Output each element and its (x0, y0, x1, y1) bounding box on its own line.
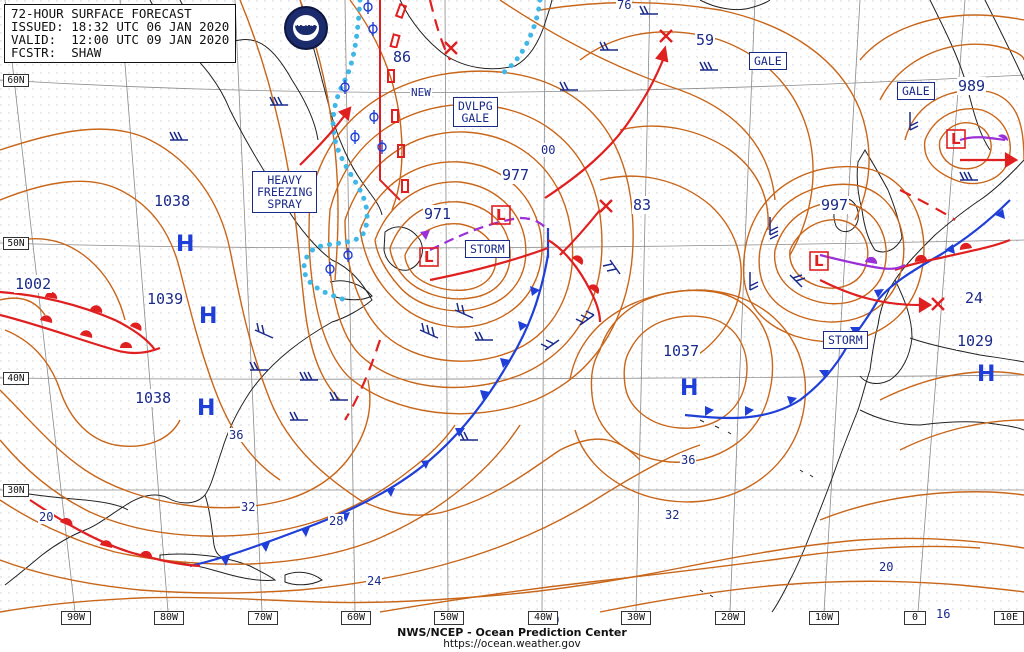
low-24-value: 24 (964, 289, 985, 307)
great-britain (856, 149, 903, 253)
troughs (344, 0, 956, 421)
iceland (699, 0, 771, 11)
high-1038-south-value: 1038 (134, 389, 173, 407)
high-1039-symbol: H (199, 304, 218, 329)
high-1029-value: 1029 (956, 332, 995, 350)
track-arrows (299, 45, 1019, 313)
footer-organization: NWS/NCEP - Ocean Prediction Center (397, 626, 627, 639)
africa-coast (859, 409, 1024, 431)
occluded-pips (420, 134, 1009, 264)
isobar-76: 76 (616, 0, 633, 12)
isobar-32-west: 32 (240, 500, 257, 514)
header-title: 72-HOUR SURFACE FORECAST (11, 6, 192, 21)
isobar-24-south: 24 (366, 574, 383, 588)
cape-verde (699, 589, 714, 598)
warm-front-bumps (40, 242, 972, 558)
lon-label-50w: 50W (434, 611, 464, 625)
developing-gale-box: DVLPG GALE (453, 97, 498, 127)
low-971-value: 971 (423, 205, 453, 223)
lon-label-20w: 20W (715, 611, 745, 625)
labrador-coast (299, 0, 383, 216)
lon-label-30w: 30W (621, 611, 651, 625)
isobar-36-west: 36 (228, 428, 245, 442)
isobar-00: 00 (540, 143, 557, 157)
isobars (0, 0, 1024, 613)
x-markers (444, 29, 945, 311)
lon-label-90w: 90W (61, 611, 91, 625)
isobar-28: 28 (328, 514, 345, 528)
isobar-36-east: 36 (680, 453, 697, 467)
fog-symbols (325, 0, 387, 276)
high-1037-symbol: H (680, 376, 699, 401)
lon-label-10e: 10E (994, 611, 1024, 625)
lon-label-0: 0 (904, 611, 926, 625)
noaa-bird-icon (295, 25, 317, 35)
greenland-coast (399, 0, 553, 70)
low-86-value: 86 (392, 48, 413, 66)
lon-label-40w: 40W (528, 611, 558, 625)
noaa-logo: NOAA (284, 6, 328, 50)
lat-label-50n: 50N (3, 237, 29, 250)
low-977-symbol: L (496, 206, 506, 224)
header-forecaster: FCSTR: SHAW (11, 45, 102, 60)
isobar-20-west: 20 (38, 510, 55, 524)
gale-box-north: GALE (749, 52, 787, 70)
high-1029-symbol: H (977, 362, 996, 387)
low-centers (419, 129, 966, 271)
iberia (859, 279, 913, 384)
lat-label-60n: 60N (3, 74, 29, 87)
lat-label-40n: 40N (3, 372, 29, 385)
cold-front-pips (221, 209, 1005, 566)
lon-label-60w: 60W (341, 611, 371, 625)
high-1038-south-symbol: H (197, 396, 216, 421)
isobar-16: 16 (935, 607, 952, 621)
hispaniola (284, 571, 323, 586)
low-83-value: 83 (632, 196, 653, 214)
azores (699, 419, 732, 435)
gale-box-northeast: GALE (897, 82, 935, 100)
storm-box-east: STORM (823, 331, 868, 349)
wind-barbs (169, 5, 978, 441)
footer-url[interactable]: https://ocean.weather.gov (443, 638, 581, 650)
high-1038-north-value: 1038 (153, 192, 192, 210)
heavy-freezing-spray-box: HEAVY FREEZING SPRAY (252, 171, 318, 213)
new-label: NEW (410, 86, 432, 99)
canaries (799, 469, 814, 478)
low-997-value: 997 (820, 196, 850, 214)
high-1038-north-symbol: H (176, 232, 195, 257)
high-1039-value: 1039 (146, 290, 185, 308)
low-59-value: 59 (695, 31, 716, 49)
occluded-fronts (429, 136, 1006, 270)
isobar-32-east: 32 (664, 508, 681, 522)
low-997-symbol: L (814, 252, 824, 270)
mediterranean (909, 337, 1024, 363)
isobar-20-east: 20 (878, 560, 895, 574)
low-989-symbol: L (951, 130, 961, 148)
forecast-header: 72-HOUR SURFACE FORECAST ISSUED: 18:32 UT… (4, 4, 237, 63)
europe-coast (771, 159, 1024, 613)
high-1037-value: 1037 (662, 342, 701, 360)
lon-label-70w: 70W (248, 611, 278, 625)
lat-label-30n: 30N (3, 484, 29, 497)
developing-front (379, 0, 409, 201)
header-valid: VALID: 12:00 UTC 09 JAN 2020 (11, 32, 230, 47)
low-989-value: 989 (957, 77, 987, 95)
low-971-symbol: L (424, 248, 434, 266)
center-1002-value: 1002 (14, 275, 53, 293)
lon-label-10w: 10W (809, 611, 839, 625)
storm-box-central: STORM (465, 240, 510, 258)
noaa-logo-text: NOAA (294, 20, 318, 28)
low-977-value: 977 (501, 166, 531, 184)
lon-label-80w: 80W (154, 611, 184, 625)
header-issued: ISSUED: 18:32 UTC 06 JAN 2020 (11, 19, 230, 34)
